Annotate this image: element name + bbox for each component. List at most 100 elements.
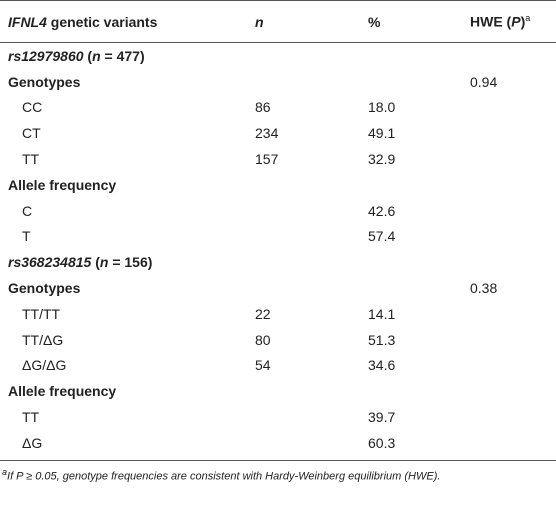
pct-value: 32.9: [368, 151, 396, 168]
label-cell: rs368234815 (n = 156): [0, 249, 247, 275]
pct-cell: [360, 378, 462, 404]
header-row: IFNL4 genetic variants n % HWE (P)a: [0, 0, 556, 43]
section-text: rs368234815: [8, 254, 92, 271]
hwe-cell: [462, 43, 556, 69]
n-cell: [247, 404, 360, 430]
n-value: 54: [255, 357, 271, 374]
group-label: Allele frequency: [8, 176, 117, 193]
n-cell: [247, 69, 360, 95]
hwe-cell: [462, 404, 556, 430]
header-cell: HWE (P)a: [462, 0, 556, 43]
row-label: TT: [22, 151, 40, 168]
pct-value: 49.1: [368, 125, 396, 142]
header-text: IFNL4: [8, 13, 47, 30]
hwe-cell: [462, 327, 556, 353]
n-cell: 54: [247, 353, 360, 379]
table-row: Allele frequency: [0, 378, 556, 404]
hwe-cell: [462, 120, 556, 146]
hwe-cell: [462, 429, 556, 461]
label-cell: Allele frequency: [0, 172, 247, 198]
pct-value: 51.3: [368, 331, 396, 348]
hwe-cell: [462, 172, 556, 198]
row-label: C: [22, 202, 33, 219]
label-cell: Genotypes: [0, 275, 247, 301]
pct-value: 42.6: [368, 202, 396, 219]
hwe-value: 0.94: [470, 73, 498, 90]
table-row: rs12979860 (n = 477): [0, 43, 556, 69]
pct-value: 39.7: [368, 409, 396, 426]
pct-cell: 60.3: [360, 429, 462, 461]
label-cell: Allele frequency: [0, 378, 247, 404]
row-label: CC: [22, 99, 43, 116]
header-text: a: [525, 13, 531, 24]
header-text: HWE (: [470, 13, 512, 30]
pct-cell: 57.4: [360, 224, 462, 250]
group-label: Genotypes: [8, 280, 81, 297]
pct-value: 14.1: [368, 305, 396, 322]
footnote-text: If P ≥ 0.05, genotype frequencies are co…: [7, 470, 441, 483]
hwe-cell: [462, 301, 556, 327]
pct-value: 18.0: [368, 99, 396, 116]
pct-cell: [360, 249, 462, 275]
hwe-cell: [462, 353, 556, 379]
n-cell: [247, 275, 360, 301]
row-label: CT: [22, 125, 41, 142]
label-cell: TT: [0, 404, 247, 430]
table-body: rs12979860 (n = 477) Genotypes 0.94 CC 86 18.…: [0, 43, 556, 461]
hwe-cell: [462, 224, 556, 250]
header-cell: n: [247, 0, 360, 43]
header-cell: %: [360, 0, 462, 43]
pct-cell: 42.6: [360, 198, 462, 224]
pct-cell: [360, 43, 462, 69]
pct-cell: [360, 69, 462, 95]
table-row: TT/ΔG 80 51.3: [0, 327, 556, 353]
n-cell: 80: [247, 327, 360, 353]
header-text: n: [255, 13, 264, 30]
pct-value: 34.6: [368, 357, 396, 374]
label-cell: CT: [0, 120, 247, 146]
label-cell: Genotypes: [0, 69, 247, 95]
n-cell: 157: [247, 146, 360, 172]
pct-value: 60.3: [368, 434, 396, 451]
section-text: = 156): [108, 254, 153, 271]
n-value: 80: [255, 331, 271, 348]
pct-cell: 18.0: [360, 95, 462, 121]
section-text: (: [91, 254, 100, 271]
table-row: TT/TT 22 14.1: [0, 301, 556, 327]
table-row: C 42.6: [0, 198, 556, 224]
n-cell: [247, 224, 360, 250]
n-cell: [247, 378, 360, 404]
section-text: n: [92, 47, 101, 64]
n-value: 157: [255, 151, 279, 168]
n-cell: [247, 249, 360, 275]
pct-cell: 14.1: [360, 301, 462, 327]
footnote-marker: a: [2, 466, 8, 477]
hwe-cell: [462, 95, 556, 121]
header-text: P: [511, 13, 521, 30]
hwe-cell: 0.94: [462, 69, 556, 95]
table-row: T 57.4: [0, 224, 556, 250]
table-row: CC 86 18.0: [0, 95, 556, 121]
hwe-cell: [462, 249, 556, 275]
n-cell: [247, 172, 360, 198]
n-cell: [247, 198, 360, 224]
label-cell: TT/ΔG: [0, 327, 247, 353]
group-label: Genotypes: [8, 73, 81, 90]
n-cell: [247, 43, 360, 69]
group-label: Allele frequency: [8, 383, 117, 400]
table-row: ΔG/ΔG 54 34.6: [0, 353, 556, 379]
hwe-cell: [462, 378, 556, 404]
label-cell: ΔG/ΔG: [0, 353, 247, 379]
label-cell: ΔG: [0, 429, 247, 461]
row-label: TT/ΔG: [22, 331, 64, 348]
section-text: = 477): [100, 47, 145, 64]
n-cell: 22: [247, 301, 360, 327]
section-text: n: [99, 254, 109, 271]
n-cell: 234: [247, 120, 360, 146]
row-label: TT/TT: [22, 305, 61, 322]
label-cell: TT/TT: [0, 301, 247, 327]
pct-cell: 49.1: [360, 120, 462, 146]
table-row: Genotypes 0.94: [0, 69, 556, 95]
header-text: ): [520, 13, 526, 30]
label-cell: TT: [0, 146, 247, 172]
